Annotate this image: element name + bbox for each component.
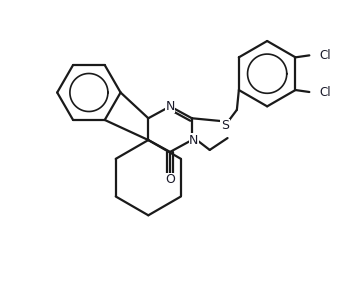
Text: Cl: Cl: [319, 86, 331, 98]
Text: O: O: [165, 173, 175, 186]
Text: N: N: [165, 100, 175, 113]
Text: Cl: Cl: [319, 49, 331, 62]
Text: S: S: [221, 119, 229, 132]
Text: N: N: [189, 134, 199, 147]
